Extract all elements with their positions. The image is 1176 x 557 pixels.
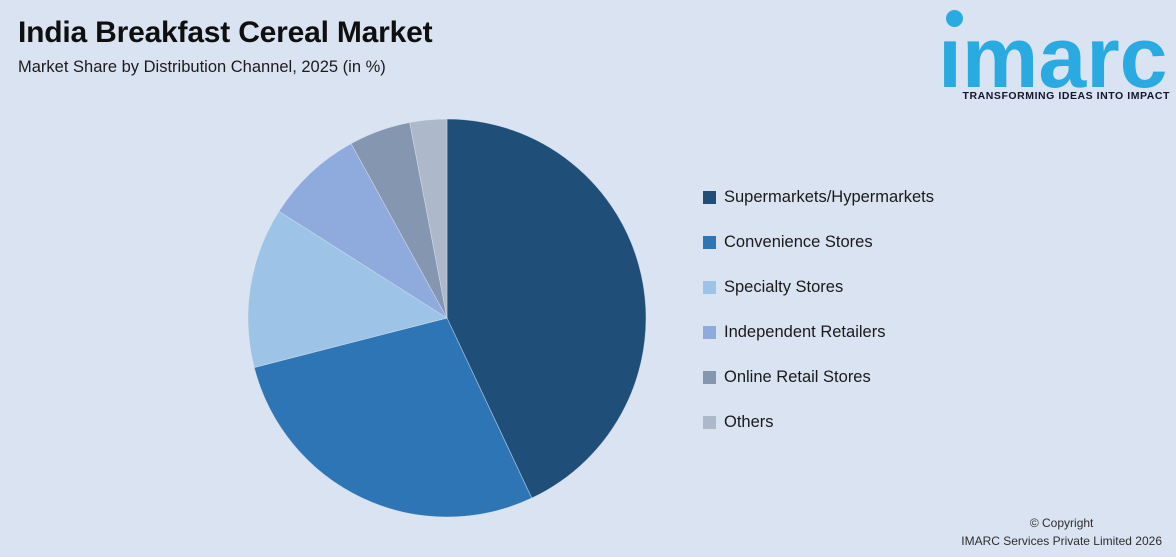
legend-item-specialty-stores: Specialty Stores: [703, 277, 934, 297]
chart-legend: Supermarkets/Hypermarkets Convenience Sto…: [703, 187, 934, 432]
pie-slice-specialty-stores: [247, 210, 448, 368]
page-subtitle: Market Share by Distribution Channel, 20…: [18, 57, 386, 76]
legend-label: Others: [724, 413, 774, 431]
header: India Breakfast Cereal Market Market Sha…: [18, 16, 433, 77]
legend-swatch-icon: [703, 235, 716, 249]
legend-label: Independent Retailers: [724, 323, 886, 341]
pie-slice-independent-retailers: [278, 143, 448, 319]
legend-label: Supermarkets/Hypermarkets: [724, 188, 934, 206]
legend-swatch-icon: [703, 370, 716, 384]
legend-item-convenience-stores: Convenience Stores: [703, 232, 934, 252]
copyright-notice: © Copyright IMARC Services Private Limit…: [961, 515, 1162, 550]
legend-item-online-retail-stores: Online Retail Stores: [703, 367, 934, 387]
pie-slice-supermarkets-hypermarkets: [446, 118, 647, 499]
pie-slice-convenience-stores: [253, 317, 533, 518]
imarc-logo-dot-icon: [946, 10, 963, 27]
legend-swatch-icon: [703, 415, 716, 429]
legend-label: Specialty Stores: [724, 278, 844, 296]
legend-item-independent-retailers: Independent Retailers: [703, 322, 934, 342]
pie-slice-others: [409, 118, 448, 319]
pie-chart: [247, 118, 647, 518]
imarc-logo-wordmark: ımarc: [938, 10, 1168, 106]
copyright-line1: © Copyright: [1029, 516, 1094, 531]
imarc-logo: ımarc TRANSFORMING IDEAS INTO IMPACT: [938, 0, 1170, 108]
legend-label: Convenience Stores: [724, 233, 873, 251]
legend-swatch-icon: [703, 325, 716, 339]
legend-swatch-icon: [703, 190, 716, 204]
legend-label: Online Retail Stores: [724, 368, 871, 386]
legend-swatch-icon: [703, 280, 716, 294]
imarc-logo-tagline: TRANSFORMING IDEAS INTO IMPACT: [962, 90, 1170, 102]
copyright-line2: IMARC Services Private Limited 2026: [961, 533, 1162, 548]
page-title: India Breakfast Cereal Market: [18, 16, 433, 49]
legend-item-supermarkets-hypermarkets: Supermarkets/Hypermarkets: [703, 187, 934, 207]
pie-chart-container: [247, 118, 647, 518]
legend-item-others: Others: [703, 412, 934, 432]
